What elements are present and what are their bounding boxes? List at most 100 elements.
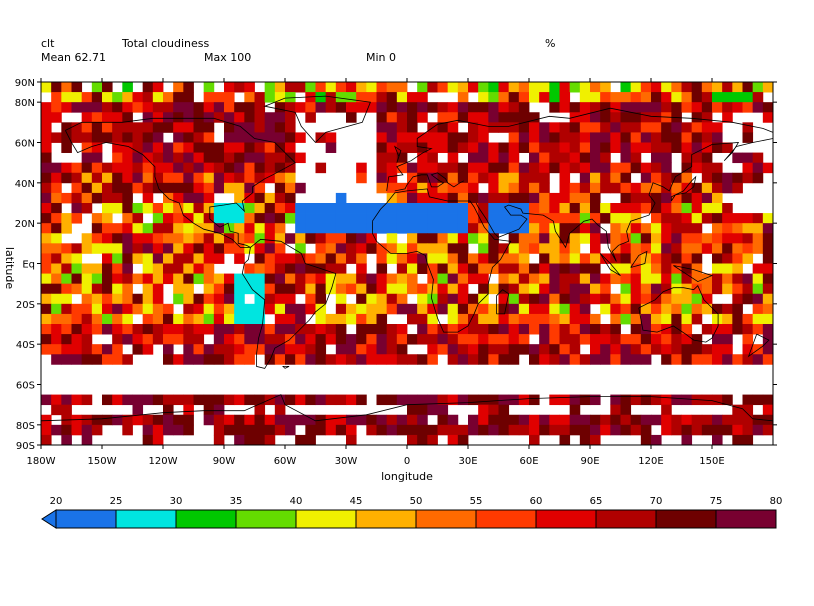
grid-cell: [620, 303, 632, 315]
grid-cell: [447, 152, 459, 164]
grid-cell: [681, 122, 693, 133]
grid-cell: [295, 102, 306, 113]
grid-cell: [183, 283, 194, 295]
grid-cell: [681, 263, 693, 274]
grid-cell: [447, 182, 459, 194]
grid-cell: [590, 233, 601, 244]
grid-cell: [183, 293, 194, 305]
grid-cell: [122, 324, 133, 335]
grid-cell: [559, 313, 571, 325]
grid-cell: [356, 394, 367, 406]
grid-cell: [386, 172, 398, 184]
grid-cell: [335, 324, 347, 335]
grid-cell: [152, 424, 164, 436]
grid-cell: [630, 293, 642, 305]
grid-cell: [254, 394, 266, 406]
grid-cell: [539, 344, 550, 355]
grid-cell: [752, 102, 764, 113]
grid-cell: [498, 303, 510, 315]
grid-cell: [468, 112, 479, 123]
grid-cell: [569, 122, 581, 133]
grid-cell: [122, 162, 133, 174]
grid-cell: [224, 293, 235, 305]
grid-cell: [203, 273, 215, 285]
grid-cell: [630, 213, 642, 224]
grid-cell: [366, 283, 377, 295]
grid-cell: [437, 172, 449, 184]
grid-cell: [447, 394, 459, 406]
grid-cell: [478, 243, 489, 254]
grid-cell: [102, 233, 113, 244]
grid-cell: [447, 172, 459, 184]
grid-cell: [671, 132, 682, 143]
grid-cell: [112, 152, 123, 164]
grid-cell: [71, 122, 83, 133]
grid-cell: [396, 394, 408, 406]
grid-cell: [691, 344, 703, 355]
grid-cell: [579, 263, 591, 274]
grid-cell: [386, 162, 398, 174]
grid-cell: [437, 283, 449, 295]
grid-cell: [203, 122, 215, 133]
grid-cell: [417, 172, 428, 184]
grid-cell: [152, 162, 164, 174]
grid-cell: [640, 303, 652, 315]
grid-cell: [752, 243, 764, 254]
grid-cell: [732, 233, 743, 244]
grid-cell: [417, 233, 428, 244]
grid-cell: [752, 263, 764, 274]
grid-cell: [112, 172, 123, 184]
grid-cell: [71, 253, 83, 264]
grid-cell: [396, 283, 408, 295]
grid-cell: [203, 283, 215, 295]
grid-cell: [610, 404, 621, 416]
grid-cell: [661, 132, 672, 143]
grid-cell: [386, 142, 398, 153]
grid-cell: [691, 112, 703, 123]
grid-cell: [163, 334, 174, 345]
grid-cell: [752, 424, 764, 436]
grid-cell: [254, 303, 266, 315]
grid-cell: [305, 334, 316, 345]
grid-cell: [478, 303, 489, 315]
grid-cell: [325, 82, 337, 93]
grid-cell: [234, 344, 245, 355]
grid-cell: [264, 344, 276, 355]
grid-cell: [427, 404, 438, 416]
grid-cell: [366, 203, 377, 214]
grid-cell: [396, 203, 408, 214]
grid-cell: [529, 142, 540, 153]
grid-cell: [234, 293, 245, 305]
grid-cell: [498, 344, 510, 355]
grid-cell: [610, 203, 621, 214]
grid-cell: [244, 414, 255, 426]
grid-cell: [457, 434, 469, 446]
grid-cell: [71, 273, 83, 285]
grid-cell: [518, 132, 530, 143]
grid-cell: [102, 243, 113, 254]
grid-cell: [488, 404, 499, 416]
grid-cell: [335, 243, 347, 254]
grid-cell: [386, 243, 398, 254]
grid-cell: [468, 424, 479, 436]
grid-cell: [356, 92, 367, 103]
grid-cell: [732, 172, 743, 184]
grid-cell: [478, 253, 489, 264]
grid-cell: [488, 82, 499, 93]
grid-cell: [549, 152, 560, 164]
grid-cell: [417, 243, 428, 254]
grid-cell: [427, 293, 438, 305]
grid-cell: [152, 414, 164, 426]
colorbar-tick-label: 50: [410, 496, 423, 507]
grid-cell: [661, 152, 672, 164]
grid-cell: [234, 394, 245, 406]
grid-cell: [508, 142, 520, 153]
grid-cell: [81, 414, 93, 426]
grid-cell: [152, 92, 164, 103]
grid-cell: [569, 213, 581, 224]
grid-cell: [437, 334, 449, 345]
grid-cell: [335, 263, 347, 274]
grid-cell: [417, 263, 428, 274]
grid-cell: [112, 334, 123, 345]
grid-cell: [447, 233, 459, 244]
